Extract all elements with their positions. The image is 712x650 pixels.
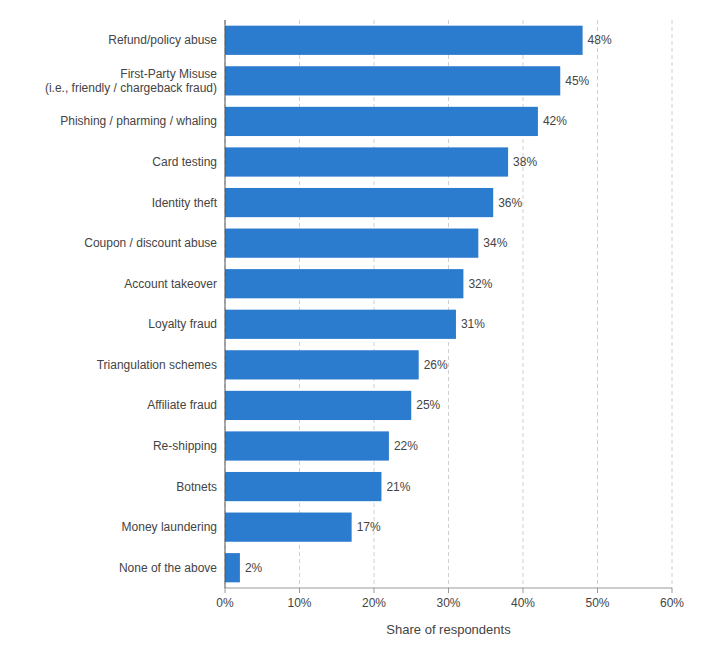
bar bbox=[225, 66, 560, 95]
y-axis: None of the above Money laundering Botnets… bbox=[45, 33, 218, 574]
y-tick-label: Refund/policy abuse bbox=[108, 33, 217, 47]
y-tick-label: Card testing bbox=[152, 155, 217, 169]
chart: 2% 17% 21% 22% 25% 26% 31% 32% 34% 36% 38% 42% 45% 48… bbox=[0, 0, 712, 650]
x-tick bbox=[523, 588, 524, 593]
bar bbox=[225, 107, 538, 136]
y-tick-label: Phishing / pharming / whaling bbox=[60, 114, 217, 128]
y-tick-label: First-Party Misuse(i.e., friendly / char… bbox=[45, 67, 217, 95]
data-label: 45% bbox=[565, 74, 589, 88]
grid-line bbox=[374, 20, 375, 588]
x-tick-label: 40% bbox=[511, 596, 535, 610]
bar bbox=[225, 553, 240, 582]
x-axis-label: Share of respondents bbox=[386, 622, 511, 637]
y-tick-label: Coupon / discount abuse bbox=[84, 236, 217, 250]
data-label: 21% bbox=[386, 480, 410, 494]
bar bbox=[225, 513, 352, 542]
grid-line bbox=[225, 20, 226, 588]
y-tick-label: None of the above bbox=[119, 561, 217, 575]
y-tick-label: Loyalty fraud bbox=[148, 317, 217, 331]
bar bbox=[225, 147, 508, 176]
bar bbox=[225, 269, 463, 298]
x-tick bbox=[299, 588, 300, 593]
x-tick-label: 20% bbox=[362, 596, 386, 610]
x-tick-label: 0% bbox=[216, 596, 234, 610]
x-axis: 0% 10% 20% 30% 40% 50% 60% bbox=[216, 20, 684, 610]
bars bbox=[225, 26, 583, 583]
x-tick-label: 30% bbox=[436, 596, 460, 610]
zero-line bbox=[225, 20, 226, 588]
y-tick-label: Money laundering bbox=[122, 520, 217, 534]
bar bbox=[225, 310, 456, 339]
x-tick bbox=[672, 588, 673, 593]
data-label: 17% bbox=[357, 520, 381, 534]
chart-container: 2% 17% 21% 22% 25% 26% 31% 32% 34% 36% 38% 42% 45% 48… bbox=[0, 0, 712, 650]
data-label: 25% bbox=[416, 398, 440, 412]
bar bbox=[225, 431, 389, 460]
data-label: 34% bbox=[483, 236, 507, 250]
data-labels: 2% 17% 21% 22% 25% 26% 31% 32% 34% 36% 38% 42% 45% 48… bbox=[245, 33, 612, 574]
y-tick-label: Affiliate fraud bbox=[147, 398, 217, 412]
bar bbox=[225, 229, 478, 258]
grid-line bbox=[523, 20, 524, 588]
grid-line bbox=[299, 20, 300, 588]
x-tick bbox=[448, 588, 449, 593]
data-label: 26% bbox=[424, 358, 448, 372]
grid bbox=[225, 20, 672, 588]
data-label: 36% bbox=[498, 196, 522, 210]
y-tick-label: Identity theft bbox=[152, 196, 218, 210]
x-tick bbox=[597, 588, 598, 593]
x-tick bbox=[374, 588, 375, 593]
bar bbox=[225, 350, 419, 379]
bar bbox=[225, 391, 411, 420]
data-label: 42% bbox=[543, 114, 567, 128]
data-label: 48% bbox=[588, 33, 612, 47]
grid-line bbox=[448, 20, 449, 588]
y-tick-label: Re-shipping bbox=[153, 439, 217, 453]
x-tick-label: 50% bbox=[585, 596, 609, 610]
data-label: 2% bbox=[245, 561, 263, 575]
grid-line bbox=[672, 20, 673, 588]
y-tick-label: Botnets bbox=[176, 480, 217, 494]
bar bbox=[225, 26, 583, 55]
x-tick-label: 60% bbox=[660, 596, 684, 610]
grid-line bbox=[597, 20, 598, 588]
data-label: 38% bbox=[513, 155, 537, 169]
x-tick bbox=[225, 588, 226, 593]
y-tick-label: Account takeover bbox=[124, 277, 217, 291]
x-tick-label: 10% bbox=[287, 596, 311, 610]
data-label: 22% bbox=[394, 439, 418, 453]
data-label: 31% bbox=[461, 317, 485, 331]
y-tick-label: Triangulation schemes bbox=[97, 358, 217, 372]
bar bbox=[225, 472, 381, 501]
bar bbox=[225, 188, 493, 217]
data-label: 32% bbox=[468, 277, 492, 291]
